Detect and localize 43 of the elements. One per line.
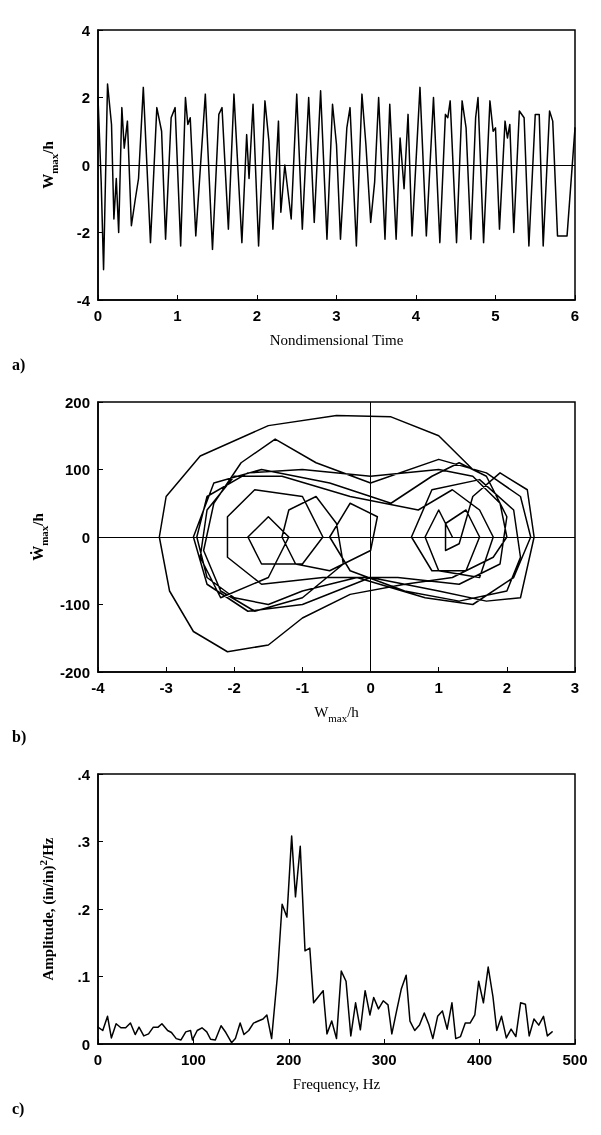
x-tick-label: 3: [332, 307, 341, 324]
text: c): [12, 1099, 25, 1118]
y-axis-title: Wmax/h: [40, 140, 60, 189]
x-tick-label: 1: [173, 307, 182, 324]
x-tick-label: -2: [227, 679, 241, 696]
y-tick-label: 4: [81, 21, 91, 39]
x-tick-label: 2: [252, 307, 262, 324]
y-tick-label: -100: [59, 596, 90, 613]
x-tick-label: 0: [93, 307, 103, 324]
x-tick-label: 500: [562, 1051, 588, 1068]
text: a): [12, 355, 26, 374]
x-tick-label: 4: [411, 307, 421, 324]
y-tick-label: 200: [64, 393, 90, 411]
x-axis-title: Nondimensional Time: [269, 332, 404, 348]
x-tick-label: -1: [295, 679, 310, 696]
x-tick-label: 0: [93, 1051, 103, 1068]
x-axis-title: Frequency, Hz: [292, 1076, 381, 1092]
y-tick-label: -4: [76, 291, 91, 309]
x-tick-label: 1: [434, 679, 443, 696]
x-tick-label: 0: [366, 679, 375, 696]
y-tick-label: .1: [77, 968, 90, 985]
y-tick-label: 2: [81, 89, 90, 106]
y-tick-label: .4: [77, 765, 91, 783]
y-tick-label: -2: [76, 224, 90, 241]
y-tick-label: 0: [81, 1035, 90, 1053]
x-tick-label: 2: [502, 679, 512, 696]
y-tick-label: .2: [77, 900, 90, 918]
x-tick-label: 3: [570, 679, 580, 696]
x-tick-label: 6: [570, 307, 580, 324]
x-tick-label: 300: [371, 1051, 397, 1068]
y-tick-label: -200: [59, 663, 90, 681]
y-axis-title: Ẇmax/h: [30, 512, 50, 561]
x-tick-label: 5: [491, 307, 500, 324]
x-tick-label: -3: [159, 679, 173, 696]
x-tick-label: 100: [180, 1051, 206, 1068]
y-tick-label: .3: [77, 833, 90, 850]
y-tick-label: 100: [64, 461, 90, 478]
x-tick-label: 400: [467, 1051, 493, 1068]
x-tick-label: 200: [276, 1051, 302, 1068]
text: b): [12, 727, 27, 746]
y-tick-label: 0: [81, 528, 90, 546]
y-axis-title: Amplitude, (in/in)2/Hz: [36, 837, 57, 981]
y-tick-label: 0: [81, 156, 90, 174]
